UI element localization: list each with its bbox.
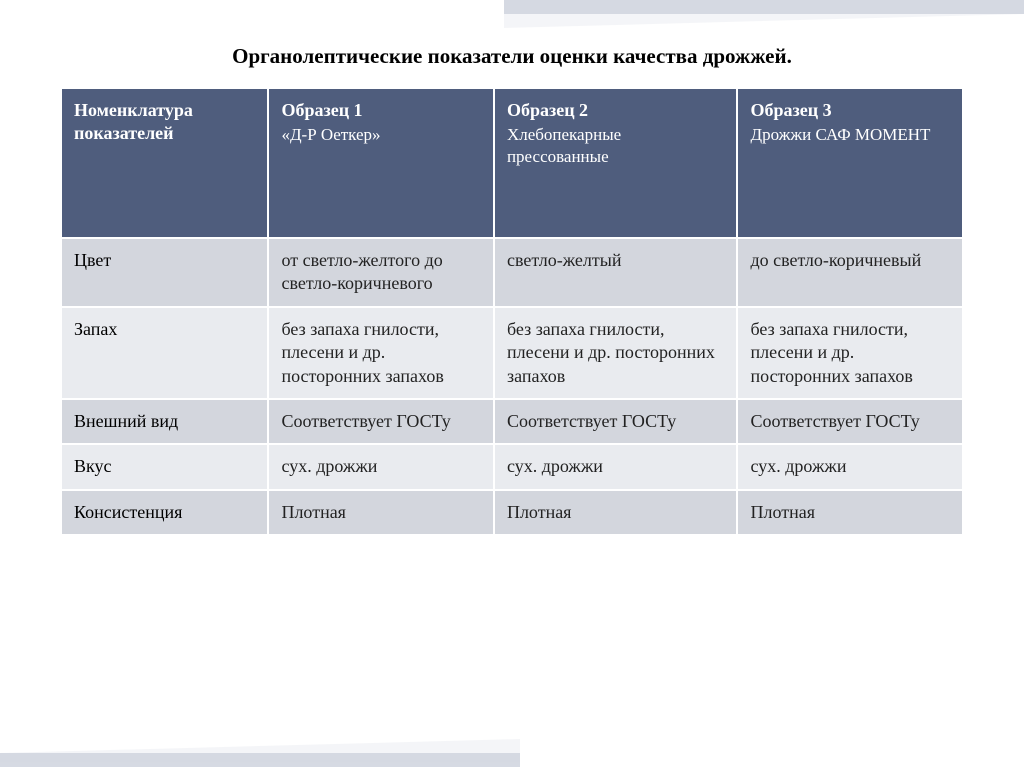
cell: Плотная (268, 490, 494, 535)
col-sub: Хлебопекарные прессованные (507, 124, 725, 168)
col-header-1: Образец 1 «Д-Р Оеткер» (268, 88, 494, 238)
col-title: Образец 3 (750, 100, 831, 120)
slide-decor-top (504, 0, 1024, 14)
cell: от светло-желтого до светло-коричневого (268, 238, 494, 307)
table-row: Вкус сух. дрожжи сух. дрожжи сух. дрожжи (61, 444, 963, 489)
table-row: Цвет от светло-желтого до светло-коричне… (61, 238, 963, 307)
cell: Соответствует ГОСТу (737, 399, 963, 444)
cell: Соответствует ГОСТу (494, 399, 738, 444)
col-sub: Дрожжи САФ МОМЕНТ (750, 124, 950, 146)
col-sub: «Д-Р Оеткер» (281, 124, 481, 146)
cell: сух. дрожжи (494, 444, 738, 489)
cell: сух. дрожжи (268, 444, 494, 489)
col-title: Номенклатура показателей (74, 100, 193, 143)
table-row: Консистенция Плотная Плотная Плотная (61, 490, 963, 535)
row-label: Внешний вид (61, 399, 268, 444)
col-title: Образец 2 (507, 100, 588, 120)
col-header-2: Образец 2 Хлебопекарные прессованные (494, 88, 738, 238)
col-header-0: Номенклатура показателей (61, 88, 268, 238)
table-row: Запах без запаха гнилости, плесени и др.… (61, 307, 963, 399)
row-label: Цвет (61, 238, 268, 307)
cell: без запаха гнилости, плесени и др. посто… (268, 307, 494, 399)
quality-table: Номенклатура показателей Образец 1 «Д-Р … (60, 87, 964, 536)
cell: Соответствует ГОСТу (268, 399, 494, 444)
table-row: Внешний вид Соответствует ГОСТу Соответс… (61, 399, 963, 444)
cell: Плотная (737, 490, 963, 535)
cell: светло-желтый (494, 238, 738, 307)
row-label: Консистенция (61, 490, 268, 535)
slide-title: Органолептические показатели оценки каче… (60, 44, 964, 69)
table-header-row: Номенклатура показателей Образец 1 «Д-Р … (61, 88, 963, 238)
slide: Органолептические показатели оценки каче… (0, 0, 1024, 576)
cell: сух. дрожжи (737, 444, 963, 489)
slide-decor-bottom (0, 753, 520, 767)
cell: до светло-коричневый (737, 238, 963, 307)
col-header-3: Образец 3 Дрожжи САФ МОМЕНТ (737, 88, 963, 238)
cell: без запаха гнилости, плесени и др. посто… (494, 307, 738, 399)
cell: без запаха гнилости, плесени и др. посто… (737, 307, 963, 399)
col-title: Образец 1 (281, 100, 362, 120)
row-label: Вкус (61, 444, 268, 489)
cell: Плотная (494, 490, 738, 535)
row-label: Запах (61, 307, 268, 399)
